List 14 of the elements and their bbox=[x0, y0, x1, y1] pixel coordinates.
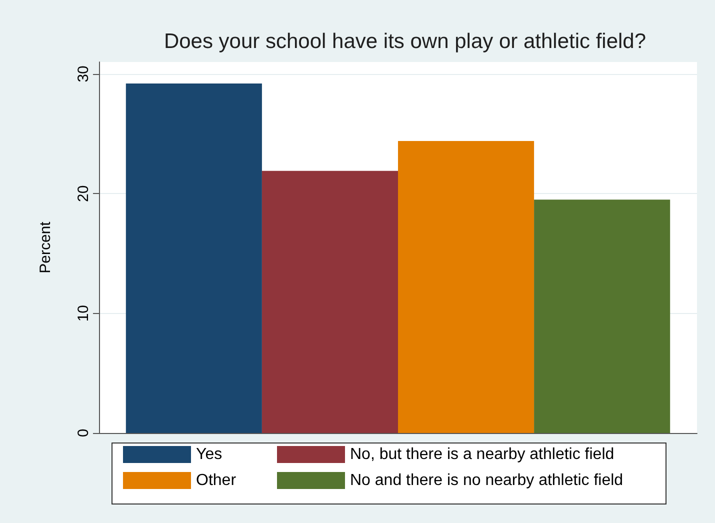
y-tick-label: 30 bbox=[75, 66, 92, 82]
legend-label: No and there is no nearby athletic field bbox=[350, 472, 624, 489]
bar bbox=[126, 84, 262, 433]
bar bbox=[398, 140, 534, 433]
y-tick-label: 20 bbox=[75, 185, 92, 202]
y-tick-label: 10 bbox=[75, 304, 92, 322]
legend-label: Other bbox=[196, 472, 237, 489]
bar bbox=[262, 170, 398, 433]
legend-label: No, but there is a nearby athletic field bbox=[350, 446, 614, 463]
chart-title: Does your school have its own play or athletic field? bbox=[164, 30, 646, 53]
bar bbox=[534, 200, 670, 433]
y-tick-label: 0 bbox=[75, 428, 92, 438]
y-axis-title: Percent bbox=[37, 220, 54, 274]
legend-label: Yes bbox=[196, 446, 222, 463]
